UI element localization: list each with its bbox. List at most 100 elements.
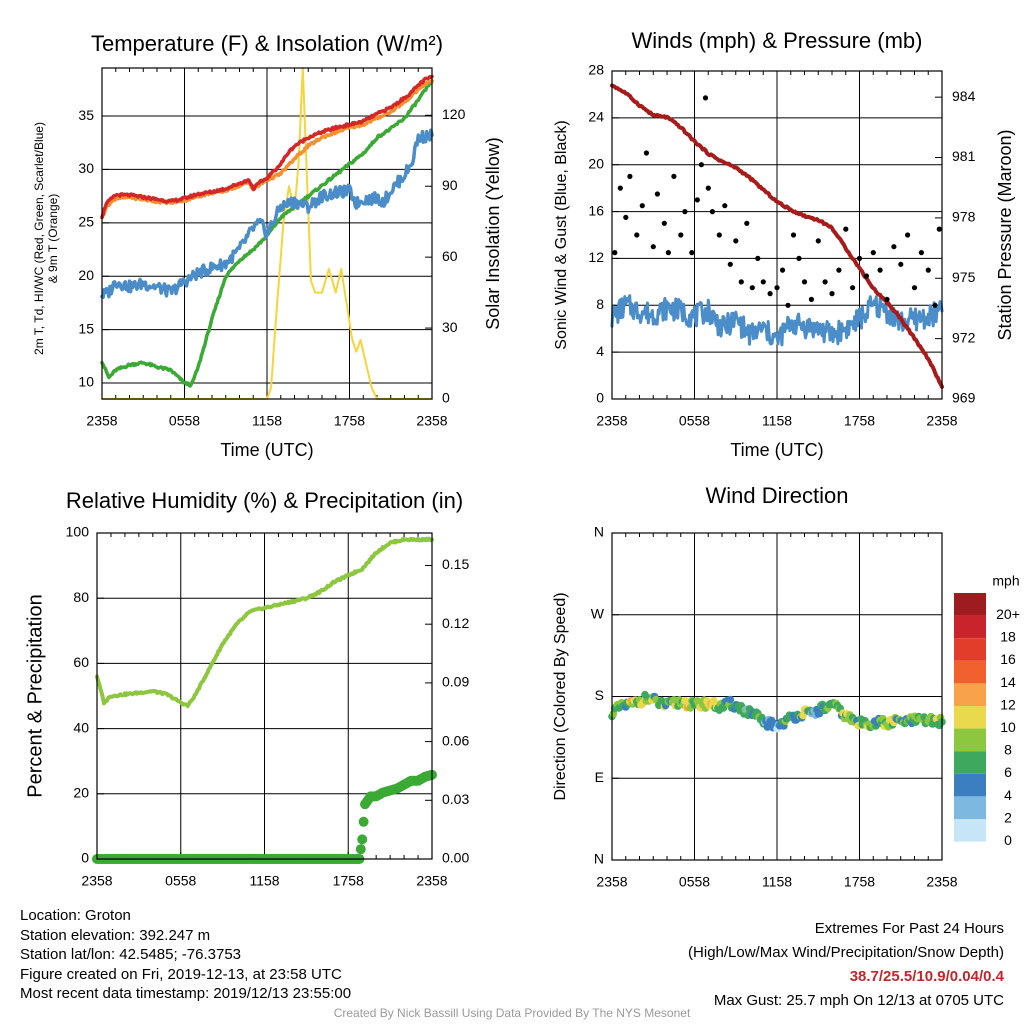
y-tick-label-left: 28 [588,62,604,78]
figure-created: Figure created on Fri, 2019-12-13, at 23… [20,965,342,983]
y-axis-title-left-2: & 9m T (Orange) [46,194,60,284]
gust-point [733,238,739,244]
y-tick-label-left: 40 [73,719,89,735]
gust-point [612,250,618,256]
gust-point [627,173,633,179]
gust-point [639,203,645,209]
y-tick-label-left: 25 [78,214,94,230]
gust-point [905,232,911,238]
gust-point [643,150,650,156]
gust-point [911,285,918,291]
y-tick-label-right: 30 [442,319,458,335]
gust-point [767,291,773,297]
colorbar-swatch [954,615,986,639]
colorbar-swatch [954,819,986,842]
x-tick-label: 2358 [81,873,112,889]
y-axis-title-right: Solar Insolation (Yellow) [483,137,503,329]
plot-frame [96,532,433,860]
gust-point [785,302,791,308]
y-tick-label-left: N [594,524,604,540]
series-9m-temperature [100,79,434,220]
gust-point [678,232,684,238]
x-tick-label: 0558 [169,413,200,429]
y-tick-label-left: S [595,687,604,703]
direction-point [815,709,824,718]
gust-point [650,244,656,250]
y-tick-label-left: 16 [588,202,604,218]
colorbar-swatch [954,773,986,797]
colorbar-label: 18 [1000,629,1016,645]
gust-point [790,232,797,238]
gust-point [936,226,942,232]
x-tick-label: 1758 [333,873,364,889]
gust-point [774,285,780,291]
gust-point [744,220,750,226]
y-tick-label-right: 90 [442,177,458,193]
y-tick-label-right: 0.15 [442,556,469,572]
chart-title: Wind Direction [705,483,848,508]
y-tick-label-right: 969 [952,390,976,406]
gust-point [709,209,716,215]
x-tick-label: 1758 [334,413,365,429]
colorbar-title: mph [992,573,1019,589]
x-tick-label: 0558 [165,873,196,889]
x-tick-label: 0558 [679,874,710,890]
colorbar-label: 10 [1000,719,1016,735]
chart-title: Winds (mph) & Pressure (mb) [632,28,923,53]
colorbar-label: 8 [1004,742,1012,758]
colorbar-swatch [954,683,986,706]
x-tick-label: 1758 [844,874,875,890]
gust-point [815,238,821,244]
x-tick-label: 2358 [416,413,447,429]
x-axis-title: Time (UTC) [220,440,313,460]
y-tick-label-left: 20 [73,785,89,801]
gust-point [877,267,883,273]
gust-point [850,285,856,291]
precip-point [358,816,369,827]
colorbar-swatch [954,660,986,684]
gust-point [932,302,938,308]
colorbar-swatch [954,796,986,819]
direction-point [710,697,718,705]
station-elevation: Station elevation: 392.247 m [20,926,211,944]
direction-point [719,704,728,712]
x-tick-label: 2358 [86,413,117,429]
colorbar-swatch [954,728,986,752]
colorbar-label: 14 [1000,674,1016,690]
gust-point [829,291,835,297]
colorbar-label: 4 [1004,787,1012,803]
gust-point [822,279,828,285]
colorbar-swatch [954,751,986,774]
y-tick-label-right: 0.12 [442,615,469,631]
y-tick-label-left: 0 [596,390,604,406]
y-tick-label-left: 20 [588,155,604,171]
y-axis-title-right: Station Pressure (Maroon) [995,129,1015,340]
gust-point [836,267,842,273]
gust-point [870,250,876,256]
y-tick-label-left: 0 [81,850,89,866]
panel-3: 2358 0558 1158 1758 2358 Relative Humidity (%… [24,488,469,889]
gust-point [738,279,744,285]
max-gust: Max Gust: 25.7 mph On 12/13 at 0705 UTC [713,992,1004,1009]
gust-point [884,296,890,302]
gust-point [796,255,802,261]
chart-title: Relative Humidity (%) & Precipitation (i… [66,488,463,513]
colorbar-label: 20+ [996,606,1020,622]
station-location: Location: Groton [20,907,131,924]
gust-point [634,232,640,238]
x-tick-label: 1158 [252,413,282,429]
precip-point [355,844,366,855]
colorbar-label: 12 [1000,696,1016,712]
extremes-values: 38.7/25.5/10.9/0.04/0.4 [849,968,1004,985]
series-relative-humidity [95,536,434,709]
series-sonic-wind [610,294,944,347]
plot-frame [611,70,943,400]
chart-title: Temperature (F) & Insolation (W/m²) [91,31,443,56]
y-tick-label-right: 975 [952,269,976,285]
panel-2: 2358 0558 1158 1758 2358 Winds (mph) & Pressu… [553,28,1015,460]
gust-point [671,173,677,179]
gust-point [801,279,808,285]
y-tick-label-left: W [591,605,605,621]
y-tick-label-left: 15 [78,320,94,336]
